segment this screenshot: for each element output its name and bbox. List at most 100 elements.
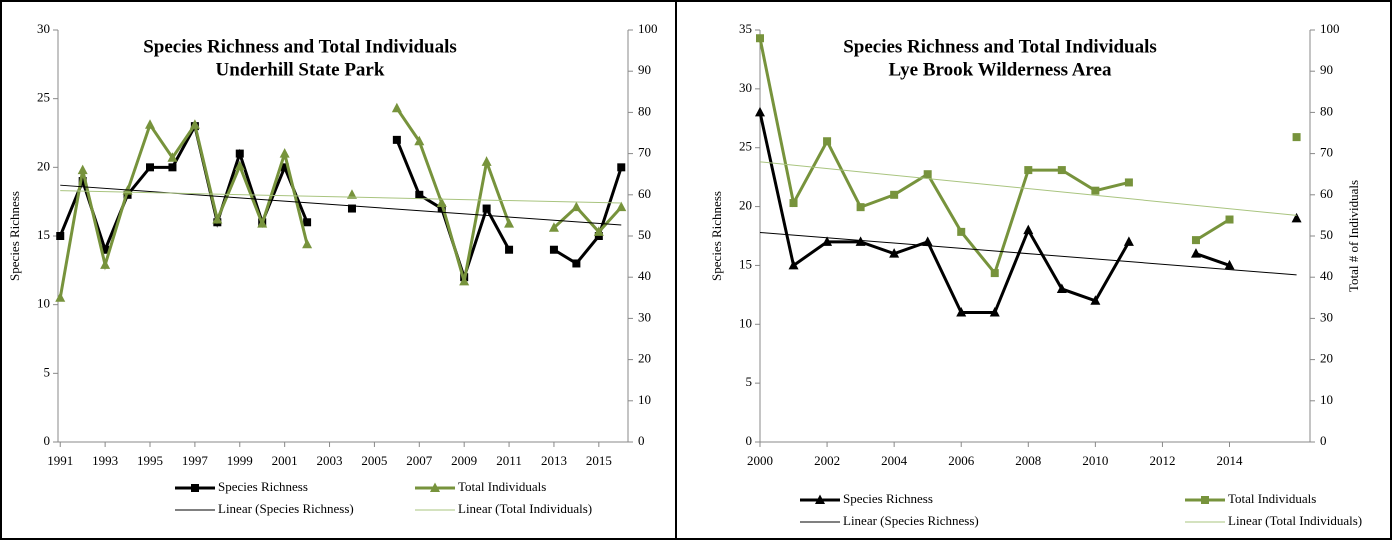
x-tick-label: 1991 xyxy=(47,453,73,468)
y-axis-label: Species Richness xyxy=(7,191,22,281)
y2-tick-label: 60 xyxy=(638,186,651,201)
marker xyxy=(789,199,798,208)
y-tick-label: 30 xyxy=(739,80,752,95)
marker xyxy=(1224,259,1235,270)
y2-tick-label: 30 xyxy=(1320,309,1333,324)
x-tick-label: 2015 xyxy=(586,453,612,468)
marker xyxy=(481,156,492,166)
marker xyxy=(593,226,604,236)
marker xyxy=(788,259,799,270)
y2-axis-label: Total # of Individuals xyxy=(1346,180,1361,292)
marker xyxy=(436,197,447,208)
x-tick-label: 2006 xyxy=(948,453,975,468)
chart-subtitle: Underhill State Park xyxy=(216,59,385,80)
legend-label: Linear (Total Individuals) xyxy=(458,501,592,516)
y-tick-label: 35 xyxy=(739,21,752,36)
marker xyxy=(957,227,966,236)
y2-tick-label: 80 xyxy=(638,103,651,118)
y-tick-label: 15 xyxy=(37,227,50,242)
trend-line xyxy=(60,184,622,226)
marker xyxy=(1123,236,1134,246)
legend-label: Species Richness xyxy=(218,479,308,494)
chart-title: Species Richness and Total Individuals xyxy=(143,36,457,57)
marker xyxy=(415,190,424,199)
chart-subtitle: Lye Brook Wilderness Area xyxy=(889,59,1112,80)
marker xyxy=(856,203,865,212)
y2-tick-label: 10 xyxy=(638,392,651,407)
trend-line xyxy=(759,161,1297,216)
marker xyxy=(1225,215,1234,224)
legend-label: Linear (Species Richness) xyxy=(218,501,354,516)
legend-label: Linear (Species Richness) xyxy=(843,513,979,528)
marker xyxy=(572,259,581,268)
marker xyxy=(302,238,313,249)
x-tick-label: 2004 xyxy=(881,453,908,468)
marker xyxy=(504,218,515,228)
marker xyxy=(77,164,88,175)
marker xyxy=(1291,212,1302,223)
marker xyxy=(1091,186,1100,195)
x-tick-label: 1997 xyxy=(182,453,209,468)
marker xyxy=(1201,496,1209,504)
trend-line xyxy=(759,231,1297,276)
marker xyxy=(191,484,199,492)
y2-tick-label: 70 xyxy=(638,145,651,160)
x-tick-label: 2013 xyxy=(541,453,567,468)
marker xyxy=(1124,178,1133,187)
marker xyxy=(594,232,603,240)
marker xyxy=(505,245,514,254)
marker xyxy=(55,292,66,302)
marker xyxy=(167,152,178,162)
marker xyxy=(956,307,967,317)
marker xyxy=(889,248,900,258)
marker xyxy=(100,259,111,269)
x-tick-label: 2014 xyxy=(1217,453,1244,468)
y2-tick-label: 100 xyxy=(1320,21,1340,36)
marker xyxy=(1090,295,1101,305)
marker xyxy=(414,135,425,146)
marker xyxy=(823,137,832,146)
y2-tick-label: 30 xyxy=(638,309,651,324)
x-tick-label: 2001 xyxy=(272,453,298,468)
marker xyxy=(756,34,764,43)
marker xyxy=(279,148,290,158)
x-tick-label: 2003 xyxy=(317,453,343,468)
y2-tick-label: 0 xyxy=(638,433,645,448)
chart-title: Species Richness and Total Individuals xyxy=(843,36,1157,57)
marker xyxy=(1191,236,1200,245)
y2-tick-label: 50 xyxy=(1320,227,1333,242)
x-tick-label: 2010 xyxy=(1082,453,1108,468)
y2-tick-label: 90 xyxy=(1320,62,1333,77)
marker xyxy=(923,170,932,179)
marker xyxy=(437,204,446,213)
marker xyxy=(1024,166,1033,175)
marker xyxy=(146,163,155,172)
marker xyxy=(571,201,582,212)
marker xyxy=(430,482,440,492)
y2-tick-label: 20 xyxy=(638,351,651,366)
marker xyxy=(145,119,156,129)
marker xyxy=(1023,224,1034,235)
marker xyxy=(257,218,268,228)
x-tick-label: 2008 xyxy=(1015,453,1041,468)
marker xyxy=(482,204,491,213)
x-tick-label: 1995 xyxy=(137,453,163,468)
marker xyxy=(1292,133,1301,142)
y-tick-label: 25 xyxy=(37,90,50,105)
y-tick-label: 15 xyxy=(739,256,752,271)
y-tick-label: 5 xyxy=(44,364,51,379)
marker xyxy=(347,204,356,213)
marker xyxy=(346,189,357,199)
x-tick-label: 2000 xyxy=(747,453,773,468)
trend-line xyxy=(60,190,622,204)
marker xyxy=(822,236,833,246)
marker xyxy=(548,222,559,232)
marker xyxy=(1057,166,1066,175)
y-tick-label: 5 xyxy=(746,374,753,389)
marker xyxy=(56,232,65,240)
legend-label: Total Individuals xyxy=(1228,491,1316,506)
legend-label: Linear (Total Individuals) xyxy=(1228,513,1362,528)
marker xyxy=(235,149,244,158)
chart: 0 5 10 15 20 25 30 0 10 20 30 40 50 60 70 80 90 100 1991 19… xyxy=(7,21,658,516)
